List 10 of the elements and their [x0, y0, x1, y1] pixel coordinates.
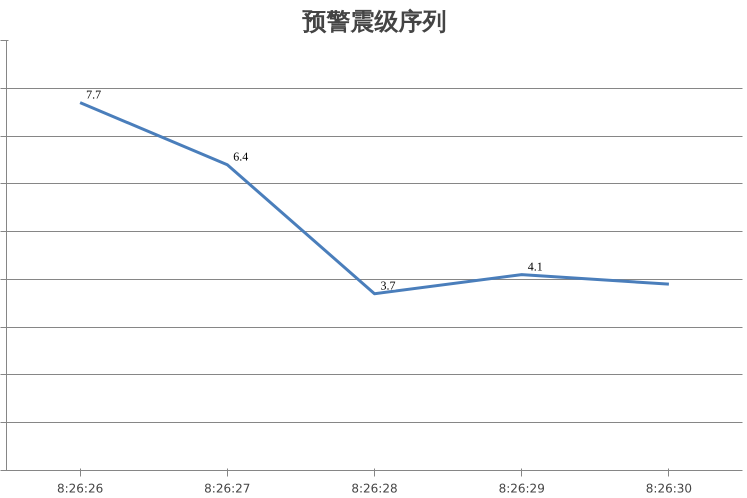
data-label: 4.1	[528, 260, 543, 274]
data-label: 6.4	[233, 150, 248, 164]
data-label: 3.7	[380, 278, 396, 293]
x-tick-label: 8:26:28	[351, 482, 398, 496]
chart-title: 预警震级序列	[302, 8, 446, 36]
x-tick-label: 8:26:26	[56, 482, 104, 496]
x-tick-label: 8:26:27	[204, 482, 250, 496]
x-tick-label: 8:26:30	[646, 482, 692, 496]
data-label: 7.7	[86, 88, 102, 102]
x-tick-label: 8:26:29	[498, 482, 545, 496]
